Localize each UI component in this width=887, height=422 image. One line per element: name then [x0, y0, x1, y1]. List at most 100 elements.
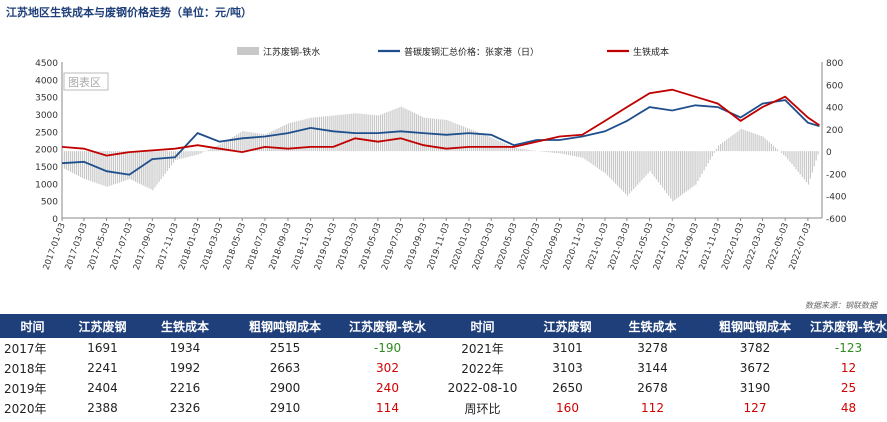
spread-bar: [676, 151, 678, 199]
spread-bar: [114, 151, 117, 184]
spread-bar: [83, 151, 86, 179]
x-tick-label: 2021-09-03: [675, 222, 701, 272]
spread-bar: [614, 151, 617, 184]
spread-bar: [655, 151, 657, 180]
spread-bar: [720, 144, 722, 152]
spread-bar: [252, 132, 254, 152]
spread-bar: [244, 131, 246, 152]
x-tick-label: 2019-05-03: [357, 222, 383, 272]
spread-bar: [787, 151, 789, 160]
spread-bar: [616, 151, 619, 186]
spread-bar: [462, 126, 464, 152]
spread-bar: [181, 151, 183, 159]
spread-bar: [77, 151, 80, 176]
spread-bar: [699, 151, 701, 178]
spread-bar: [425, 117, 427, 152]
x-tick-label: 2018-03-03: [199, 222, 225, 272]
table-header-cell: 时间: [435, 314, 530, 338]
spread-bar: [713, 151, 716, 153]
spread-bar: [429, 118, 431, 152]
spread-bar: [651, 151, 653, 174]
spread-bar: [276, 128, 278, 152]
x-tick-label: 2022-05-03: [765, 222, 791, 272]
spread-bar: [280, 127, 282, 152]
spread-bar: [663, 151, 666, 191]
spread-bar: [509, 145, 511, 152]
spread-bar: [774, 147, 777, 152]
spread-bar: [561, 151, 563, 154]
spread-bar: [588, 151, 590, 163]
spread-bar: [106, 151, 108, 187]
spread-bar: [608, 151, 611, 178]
spread-bar: [127, 151, 129, 180]
spread-bar: [604, 151, 607, 174]
x-tick-label: 2021-01-03: [584, 222, 610, 272]
table-cell: 3278: [637, 341, 668, 355]
spread-bar: [118, 151, 121, 183]
table-cell: 3672: [739, 361, 771, 375]
spread-bar: [396, 108, 398, 152]
spread-bar: [672, 151, 674, 202]
spread-bar: [600, 151, 603, 171]
spread-bar: [622, 151, 625, 192]
spread-bar: [160, 151, 162, 180]
spread-bar: [805, 151, 808, 183]
spread-bar: [154, 151, 156, 188]
spread-bar: [254, 132, 256, 152]
spread-bar: [316, 117, 319, 152]
table-header-cell: 生铁成本: [140, 314, 230, 338]
spread-bar: [586, 151, 588, 161]
table-cell: 2910: [269, 401, 301, 415]
spread-bar: [770, 143, 772, 152]
spread-bar: [179, 151, 181, 160]
spread-bar: [612, 151, 615, 182]
x-tick-label: 2019-09-03: [403, 222, 429, 272]
spread-bar: [270, 131, 272, 152]
spread-bar: [201, 151, 203, 153]
table-cell: 2017年: [4, 341, 47, 356]
spread-bar: [197, 151, 199, 155]
spread-bar: [466, 128, 469, 152]
spread-bar: [709, 151, 711, 160]
spread-bar: [565, 151, 568, 155]
right-tick-label: 600: [826, 81, 843, 91]
spread-bar: [423, 117, 425, 152]
right-tick-label: 200: [826, 126, 843, 136]
spread-bar: [388, 111, 390, 152]
spread-bar: [576, 151, 578, 157]
spread-bar: [724, 141, 726, 152]
spread-bar: [602, 151, 605, 173]
spread-bar: [164, 151, 166, 174]
table-cell: 48: [840, 401, 857, 415]
spread-bar: [485, 135, 487, 152]
spread-bar: [689, 151, 691, 189]
spread-bar: [481, 133, 483, 152]
chart-svg: 图表区050010001500200025003000350040004500-…: [35, 46, 847, 272]
x-tick-label: 2018-11-03: [290, 222, 316, 272]
spread-bar: [464, 127, 467, 152]
x-tick-label: 2017-05-03: [86, 222, 112, 272]
spread-bar: [135, 151, 137, 182]
spread-bar: [335, 115, 337, 152]
spread-bar: [310, 117, 312, 152]
table-header-cell: 江苏废钢: [65, 314, 140, 338]
table-cell: 2663: [269, 361, 301, 375]
x-tick-label: 2019-07-03: [380, 222, 406, 272]
spread-bar: [185, 151, 187, 158]
spread-bar: [559, 151, 561, 154]
spread-bar: [306, 118, 308, 152]
x-tick-label: 2018-05-03: [222, 222, 248, 272]
spread-bar: [732, 134, 734, 152]
spread-bar: [264, 134, 267, 152]
x-tick-label: 2017-11-03: [155, 222, 181, 272]
table-cell: -190: [373, 341, 402, 355]
spread-bar: [598, 151, 600, 170]
table-cell: 3103: [552, 361, 583, 375]
spread-bar: [670, 151, 672, 199]
spread-bar: [610, 151, 613, 180]
spread-bar: [339, 114, 341, 152]
spread-bar: [551, 151, 554, 153]
spread-bar: [520, 148, 522, 152]
spread-bar: [246, 131, 248, 152]
spread-bar: [260, 133, 262, 152]
